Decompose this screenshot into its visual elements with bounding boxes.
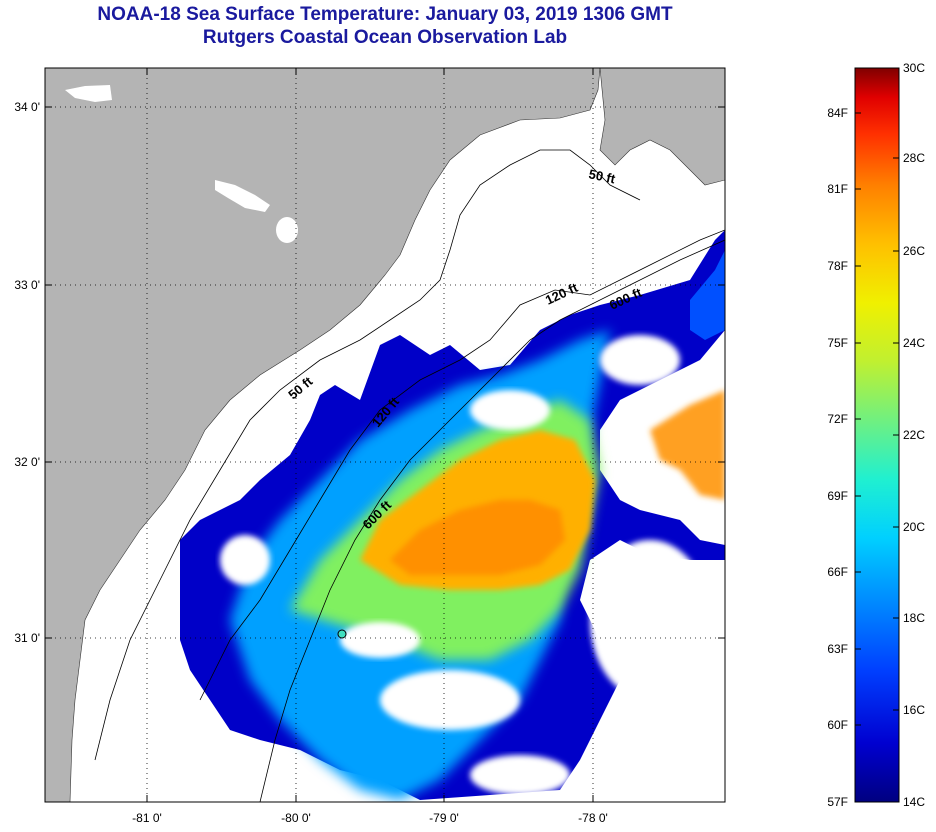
lon-label-79: -79 0' — [429, 811, 459, 825]
colorbar-c-ticks — [893, 157, 899, 711]
cloud-gap — [470, 755, 570, 795]
cbar-f-84: 84F — [827, 106, 848, 120]
cbar-c-28: 28C — [903, 151, 925, 165]
cloud-gap — [380, 670, 520, 730]
cbar-c-30: 30C — [903, 61, 925, 75]
north-cold-patch — [690, 250, 725, 340]
cloud-gap — [220, 535, 270, 585]
colorbar-f-ticks — [855, 112, 861, 726]
cloud-gap — [590, 540, 710, 700]
land-northeast — [599, 68, 725, 186]
land-mass — [45, 68, 601, 802]
cbar-c-16: 16C — [903, 703, 925, 717]
cloud-gap — [340, 622, 420, 658]
cbar-f-69: 69F — [827, 489, 848, 503]
lake — [215, 180, 270, 212]
lat-label-33: 33 0' — [14, 278, 40, 292]
cbar-f-72: 72F — [827, 412, 848, 426]
lake — [276, 217, 298, 243]
cbar-f-75: 75F — [827, 336, 848, 350]
east-warm-patch — [650, 390, 725, 500]
colorbar — [854, 67, 900, 803]
lat-label-31: 31 0' — [14, 631, 40, 645]
cbar-c-20: 20C — [903, 520, 925, 534]
cbar-c-14: 14C — [903, 795, 925, 809]
lon-label-78: -78 0' — [578, 811, 608, 825]
isobath-120ft — [199, 229, 725, 701]
lon-label-81: -81 0' — [132, 811, 162, 825]
lat-label-32: 32 0' — [14, 455, 40, 469]
cbar-f-78: 78F — [827, 259, 848, 273]
cbar-c-26: 26C — [903, 244, 925, 258]
lat-label-34: 34 0' — [14, 100, 40, 114]
cbar-c-24: 24C — [903, 336, 925, 350]
cbar-f-66: 66F — [827, 565, 848, 579]
buoy-marker — [337, 629, 347, 639]
sst-data-layer — [180, 230, 725, 800]
cloud-gap — [470, 390, 550, 430]
cbar-c-18: 18C — [903, 611, 925, 625]
cbar-f-63: 63F — [827, 642, 848, 656]
isobath-600ft — [259, 239, 725, 802]
cbar-f-57: 57F — [827, 795, 848, 809]
lake — [65, 85, 112, 102]
contour-label-50ft-north: 50 ft — [587, 166, 617, 186]
cbar-c-22: 22C — [903, 428, 925, 442]
warmest-water-patch — [390, 500, 565, 575]
cloud-gap — [600, 335, 680, 385]
lon-label-80: -80 0' — [281, 811, 311, 825]
isobath-50ft — [94, 149, 641, 761]
cbar-f-81: 81F — [827, 182, 848, 196]
cbar-f-60: 60F — [827, 718, 848, 732]
map-title: NOAA-18 Sea Surface Temperature: January… — [97, 4, 673, 25]
map-subtitle: Rutgers Coastal Ocean Observation Lab — [202, 27, 568, 48]
